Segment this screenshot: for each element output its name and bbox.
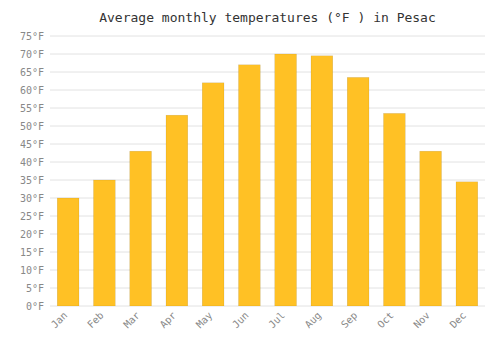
bar bbox=[57, 198, 79, 306]
title: Average monthly temperatures (°F ) in Pe… bbox=[99, 10, 436, 25]
bar bbox=[420, 151, 442, 306]
bar bbox=[384, 113, 406, 306]
y-tick-label: 70°F bbox=[20, 49, 44, 60]
x-tick-label: May bbox=[194, 310, 215, 331]
y-tick-labels: 0°F 5°F 10°F 15°F 20°F 25°F 30°F 35°F 40°F 45°F 50… bbox=[20, 31, 44, 312]
x-tick-label: Apr bbox=[158, 310, 179, 331]
x-tick-label: Mar bbox=[121, 310, 142, 331]
x-tick-label: Feb bbox=[85, 310, 106, 331]
y-tick-label: 25°F bbox=[20, 211, 44, 222]
bar bbox=[456, 182, 478, 306]
x-tick-label: Jul bbox=[266, 310, 287, 331]
y-tick-label: 75°F bbox=[20, 31, 44, 42]
bar bbox=[239, 65, 261, 306]
grid-line bbox=[50, 126, 485, 127]
y-tick-label: 30°F bbox=[20, 193, 44, 204]
chart: 0°F 5°F 10°F 15°F 20°F 25°F 30°F 35°F 40°F 45°F 50… bbox=[0, 0, 500, 350]
bars bbox=[57, 54, 478, 306]
x-tick-label: Sep bbox=[339, 310, 360, 331]
y-tick-label: 10°F bbox=[20, 265, 44, 276]
grid-line bbox=[50, 54, 485, 55]
bar bbox=[311, 56, 333, 306]
y-tick-label: 50°F bbox=[20, 121, 44, 132]
y-tick-label: 15°F bbox=[20, 247, 44, 258]
chart-container: 0°F 5°F 10°F 15°F 20°F 25°F 30°F 35°F 40°F 45°F 50… bbox=[0, 0, 500, 350]
grid-line bbox=[50, 72, 485, 73]
x-tick-label: Oct bbox=[375, 310, 396, 331]
grid bbox=[50, 36, 485, 306]
x-tick-label: Dec bbox=[448, 310, 469, 331]
y-tick-label: 45°F bbox=[20, 139, 44, 150]
y-tick-label: 5°F bbox=[26, 283, 44, 294]
y-tick-label: 35°F bbox=[20, 175, 44, 186]
y-tick-label: 20°F bbox=[20, 229, 44, 240]
y-tick-label: 65°F bbox=[20, 67, 44, 78]
bar bbox=[166, 115, 188, 306]
x-tick-label: Jun bbox=[230, 310, 251, 331]
x-tick-label: Nov bbox=[411, 310, 432, 331]
bar bbox=[275, 54, 297, 306]
grid-line bbox=[50, 108, 485, 109]
x-tick-label: Aug bbox=[303, 310, 324, 331]
background bbox=[0, 0, 500, 350]
x-tick-label: Jan bbox=[49, 310, 70, 331]
grid-line bbox=[50, 90, 485, 91]
bar bbox=[347, 77, 369, 306]
bar bbox=[130, 151, 152, 306]
x-tick-labels: Jan Feb Mar Apr May Jun Jul Aug Sep Oct Nov Dec bbox=[49, 310, 468, 331]
y-tick-label: 55°F bbox=[20, 103, 44, 114]
y-tick-label: 40°F bbox=[20, 157, 44, 168]
y-tick-label: 0°F bbox=[26, 301, 44, 312]
bar bbox=[94, 180, 116, 306]
grid-line bbox=[50, 144, 485, 145]
grid-line bbox=[50, 36, 485, 37]
bar bbox=[202, 83, 224, 306]
y-tick-label: 60°F bbox=[20, 85, 44, 96]
